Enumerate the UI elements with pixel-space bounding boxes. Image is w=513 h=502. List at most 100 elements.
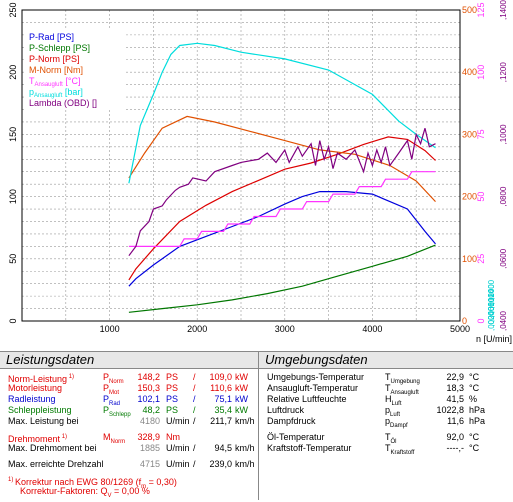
row-label: Drehmoment 1): [8, 434, 68, 444]
row-label: Relative Luftfeuchte: [267, 394, 347, 404]
row-value-2: 109,0: [209, 372, 232, 382]
row-unit-2: kW: [235, 383, 248, 393]
footnote-text: 1) Korrektur nach EWG 80/1269 (fm = 0,30…: [8, 477, 177, 490]
row-value-1: 150,3: [137, 383, 160, 393]
series-line-5: [128, 42, 436, 184]
row-value-2: 211,7: [210, 416, 232, 426]
row-value-2: 239,0: [209, 459, 232, 469]
y-tick-label-temp: 25: [476, 254, 486, 264]
y-tick-label-lambda: ,0800: [499, 186, 508, 207]
legend-entry: pAnsaugluft [bar]: [29, 87, 83, 99]
row-label: Luftdruck: [267, 405, 305, 415]
row-symbol: HLuft: [385, 394, 402, 407]
row-unit: °C: [469, 372, 480, 382]
y-tick-label-torque: 100: [462, 254, 477, 264]
legend-entry: Lambda (OBD) []: [29, 98, 97, 108]
row-unit-2: kW: [235, 372, 248, 382]
row-value-2: 35,4: [214, 405, 232, 415]
series-line-0: [128, 191, 436, 287]
y-tick-label-ps: 200: [8, 65, 18, 80]
performance-row: Schleppleistung PSchlepp 48,2 PS / 35,4 kW: [0, 405, 258, 418]
row-separator: /: [193, 459, 196, 469]
x-tick-label: 2000: [187, 324, 207, 334]
row-label: Max. Drehmoment bei: [8, 443, 97, 453]
y-tick-label-pressure: ,0600: [487, 297, 496, 318]
leistungsdaten-title: Leistungsdaten: [0, 351, 258, 369]
footnote-1: 1) Korrektur nach EWG 80/1269 (fm = 0,30…: [0, 475, 258, 490]
leistungsdaten-rows: Norm-Leistung 1) PNorm 148,2 PS/109,0 kW Moto…: [0, 369, 258, 499]
row-unit-1: PS: [166, 372, 179, 382]
y-tick-label-pressure: ,0800: [487, 293, 496, 314]
row-label: Dampfdruck: [267, 416, 316, 426]
row-separator: /: [193, 372, 196, 382]
legend-box: [25, 28, 125, 110]
row-value-1: 4180: [139, 416, 160, 426]
row-unit: °C: [469, 383, 480, 393]
row-value: 22,9: [446, 372, 464, 382]
y-tick-label-ps: 50: [8, 254, 18, 264]
row-label: Öl-Temperatur: [267, 432, 325, 442]
series-line-3: [128, 115, 436, 203]
row-unit-1: PS: [166, 383, 179, 393]
row-value: 11,6: [447, 416, 464, 426]
row-unit-2: kW: [235, 405, 248, 415]
umgebungsdaten-rows: Umgebungs-Temperatur TUmgebung 22,9 °C Ansau…: [259, 369, 513, 456]
row-separator: /: [193, 405, 196, 415]
y-tick-label-torque: 400: [462, 67, 477, 77]
y-tick-label-temp: 0: [476, 318, 486, 323]
row-separator: /: [193, 443, 196, 453]
performance-row: Max. Leistung bei 4180 U/min/ 211,7 km/h: [0, 416, 258, 427]
row-unit-1: Nm: [166, 432, 180, 442]
y-tick-label-pressure: ,1200: [487, 284, 496, 305]
row-value: 41,5: [446, 394, 464, 404]
row-symbol: TÖl: [385, 432, 397, 445]
legend-entry: P-Schlepp [PS]: [29, 43, 90, 53]
row-label: Norm-Leistung 1): [8, 374, 75, 384]
x-axis-label: n [U/min]: [476, 334, 512, 344]
y-tick-label-lambda: ,1000: [499, 124, 508, 145]
row-symbol: pLuft: [385, 405, 401, 418]
row-symbol: TKraftstoff: [385, 443, 415, 456]
y-tick-label-ps: 0: [8, 318, 18, 323]
leistungsdaten-panel: Leistungsdaten Norm-Leistung 1) PNorm 148,…: [0, 351, 259, 500]
max-speed-row: Max. erreichte Drehzahl 4715 U/min/ 239,0 km…: [0, 459, 258, 470]
series-line-4: [128, 171, 436, 247]
row-value-1: 148,2: [137, 372, 160, 382]
y-tick-label-temp: 50: [476, 192, 486, 202]
row-value: 92,0: [446, 432, 464, 442]
row-symbol: PSchlepp: [103, 405, 131, 418]
y-tick-label-temp: 125: [476, 2, 486, 17]
environment-row: Öl-Temperatur TÖl 92,0 °C: [259, 432, 513, 445]
row-unit-1: U/min: [166, 459, 190, 469]
umgebungsdaten-panel: Umgebungsdaten Umgebungs-Temperatur TUmge…: [259, 351, 513, 500]
row-label: Max. erreichte Drehzahl: [8, 459, 104, 469]
row-unit-2: kW: [235, 394, 248, 404]
row-unit-2: km/h: [235, 416, 255, 426]
x-tick-label: 5000: [450, 324, 470, 334]
y-tick-label-torque: 300: [462, 129, 477, 139]
performance-row: Max. Drehmoment bei 1885 U/min/ 94,5 km/h: [0, 443, 258, 454]
y-tick-label-torque: 0: [462, 316, 467, 326]
environment-row: Kraftstoff-Temperatur TKraftstoff ----,- °C: [259, 443, 513, 456]
row-unit-2: km/h: [235, 459, 255, 469]
row-label: Max. Leistung bei: [8, 416, 79, 426]
x-tick-label: 4000: [362, 324, 382, 334]
footnote-text: Korrektur-Faktoren: QV = 0,00 %: [20, 486, 150, 499]
environment-row: Relative Luftfeuchte HLuft 41,5%: [259, 394, 513, 407]
row-unit: °C: [469, 432, 480, 442]
row-unit-1: U/min: [166, 443, 190, 453]
performance-row: Radleistung PRad 102,1 PS / 75,1 kW: [0, 394, 258, 407]
row-value: ----,-: [446, 443, 465, 453]
chart-series: [128, 42, 436, 313]
row-symbol: PNorm: [103, 372, 124, 385]
row-unit-1: PS: [166, 394, 179, 404]
row-value: 18,3: [446, 383, 464, 393]
legend-entry: P-Norm [PS]: [29, 54, 80, 64]
series-line-2: [128, 136, 436, 281]
row-separator: /: [193, 394, 196, 404]
x-tick-label: 3000: [275, 324, 295, 334]
row-symbol: TUmgebung: [385, 372, 420, 385]
row-value-1: 4715: [139, 459, 160, 469]
y-tick-label-lambda: ,1400: [499, 0, 508, 20]
